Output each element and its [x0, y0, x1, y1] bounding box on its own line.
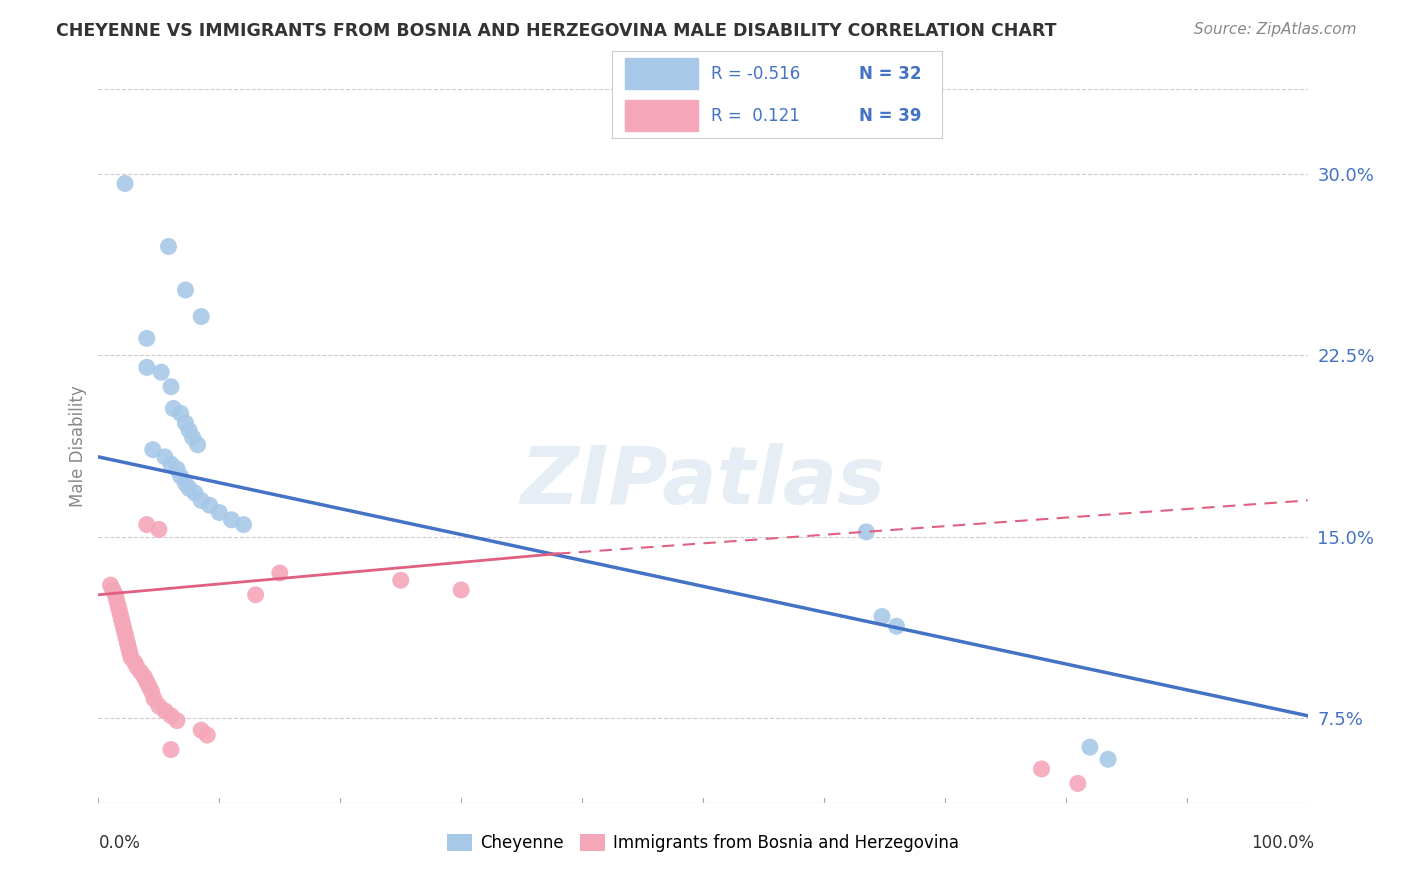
- Point: [208, 506, 231, 520]
- Point: [169, 469, 191, 483]
- Point: [104, 588, 127, 602]
- Point: [100, 578, 122, 592]
- Point: [1078, 740, 1101, 755]
- Point: [160, 457, 183, 471]
- Point: [148, 523, 170, 537]
- Point: [160, 742, 183, 756]
- Point: [179, 481, 201, 495]
- Point: [187, 438, 209, 452]
- Y-axis label: Male Disability: Male Disability: [69, 385, 87, 507]
- Point: [127, 660, 149, 674]
- Point: [221, 513, 243, 527]
- Point: [1031, 762, 1053, 776]
- Point: [1097, 752, 1119, 766]
- Point: [190, 723, 212, 738]
- Point: [135, 517, 157, 532]
- Point: [179, 423, 201, 437]
- Point: [166, 714, 188, 728]
- Point: [135, 674, 157, 689]
- Point: [157, 239, 180, 253]
- Text: CHEYENNE VS IMMIGRANTS FROM BOSNIA AND HERZEGOVINA MALE DISABILITY CORRELATION C: CHEYENNE VS IMMIGRANTS FROM BOSNIA AND H…: [56, 22, 1057, 40]
- Point: [143, 691, 166, 706]
- Point: [181, 431, 204, 445]
- Point: [101, 582, 124, 597]
- Point: [153, 704, 176, 718]
- Point: [115, 632, 138, 646]
- Legend: Cheyenne, Immigrants from Bosnia and Herzegovina: Cheyenne, Immigrants from Bosnia and Her…: [440, 827, 966, 859]
- Point: [141, 684, 163, 698]
- Point: [135, 331, 157, 345]
- Point: [198, 498, 221, 512]
- Point: [124, 656, 146, 670]
- Point: [107, 598, 129, 612]
- Point: [190, 310, 212, 324]
- Point: [114, 626, 136, 640]
- Text: ZIPatlas: ZIPatlas: [520, 442, 886, 521]
- Point: [138, 680, 160, 694]
- Point: [135, 360, 157, 375]
- Point: [174, 283, 197, 297]
- Text: R =  0.121: R = 0.121: [710, 106, 800, 125]
- Point: [166, 462, 188, 476]
- Point: [118, 640, 141, 655]
- Point: [108, 607, 131, 621]
- Point: [111, 616, 134, 631]
- Point: [886, 619, 908, 633]
- Bar: [624, 100, 697, 131]
- Point: [855, 524, 877, 539]
- Point: [269, 566, 291, 580]
- Point: [114, 177, 136, 191]
- Point: [153, 450, 176, 464]
- Text: 0.0%: 0.0%: [98, 834, 141, 852]
- Point: [120, 650, 142, 665]
- Point: [148, 699, 170, 714]
- Point: [160, 380, 183, 394]
- Point: [105, 592, 128, 607]
- Point: [118, 646, 141, 660]
- Text: N = 39: N = 39: [859, 106, 922, 125]
- Text: Source: ZipAtlas.com: Source: ZipAtlas.com: [1194, 22, 1357, 37]
- Point: [150, 365, 173, 379]
- Point: [174, 476, 197, 491]
- Point: [389, 574, 412, 588]
- Point: [232, 517, 254, 532]
- Point: [129, 665, 152, 680]
- Point: [134, 670, 156, 684]
- Point: [870, 609, 893, 624]
- Point: [112, 622, 135, 636]
- Point: [117, 636, 139, 650]
- Point: [162, 401, 184, 416]
- Text: 100.0%: 100.0%: [1251, 834, 1315, 852]
- Point: [195, 728, 218, 742]
- Point: [1067, 776, 1090, 790]
- Point: [110, 612, 132, 626]
- Point: [108, 602, 131, 616]
- Point: [245, 588, 267, 602]
- Point: [450, 582, 472, 597]
- Point: [160, 708, 183, 723]
- Bar: [624, 58, 697, 89]
- Point: [142, 442, 165, 457]
- Point: [174, 416, 197, 430]
- Point: [184, 486, 207, 500]
- Point: [169, 406, 191, 420]
- Text: N = 32: N = 32: [859, 64, 922, 83]
- Text: R = -0.516: R = -0.516: [710, 64, 800, 83]
- Point: [190, 493, 212, 508]
